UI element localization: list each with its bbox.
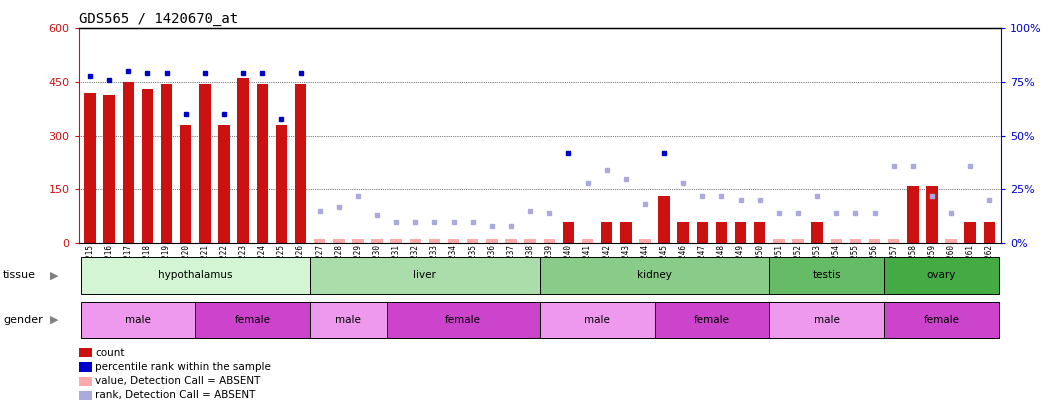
- Bar: [180, 125, 192, 243]
- Text: ovary: ovary: [926, 271, 956, 280]
- Bar: [716, 222, 727, 243]
- Bar: [447, 239, 459, 243]
- Bar: [352, 239, 364, 243]
- Text: male: male: [814, 315, 839, 325]
- Bar: [141, 89, 153, 243]
- Text: male: male: [335, 315, 362, 325]
- Bar: [81, 257, 310, 294]
- Bar: [769, 302, 885, 338]
- Bar: [467, 239, 479, 243]
- Bar: [161, 84, 172, 243]
- Bar: [540, 257, 769, 294]
- Text: kidney: kidney: [637, 271, 672, 280]
- Bar: [620, 222, 632, 243]
- Bar: [831, 239, 842, 243]
- Bar: [310, 257, 540, 294]
- Bar: [563, 222, 574, 243]
- Bar: [908, 186, 918, 243]
- Text: male: male: [125, 315, 151, 325]
- Bar: [79, 377, 91, 386]
- Bar: [123, 82, 134, 243]
- Bar: [869, 239, 880, 243]
- Bar: [984, 222, 996, 243]
- Text: count: count: [95, 348, 125, 358]
- Bar: [735, 222, 746, 243]
- Bar: [238, 79, 248, 243]
- Bar: [410, 239, 421, 243]
- Bar: [769, 257, 885, 294]
- Bar: [81, 302, 195, 338]
- Bar: [964, 222, 976, 243]
- Bar: [79, 348, 91, 357]
- Bar: [582, 239, 593, 243]
- Bar: [333, 239, 345, 243]
- Bar: [888, 239, 899, 243]
- Bar: [601, 222, 612, 243]
- Text: rank, Detection Call = ABSENT: rank, Detection Call = ABSENT: [95, 390, 256, 401]
- Bar: [310, 302, 387, 338]
- Text: liver: liver: [414, 271, 436, 280]
- Text: GDS565 / 1420670_at: GDS565 / 1420670_at: [79, 12, 238, 26]
- Text: female: female: [445, 315, 481, 325]
- Bar: [773, 239, 785, 243]
- Text: female: female: [694, 315, 729, 325]
- Text: ▶: ▶: [50, 271, 59, 280]
- Bar: [195, 302, 310, 338]
- Bar: [79, 391, 91, 400]
- Bar: [639, 239, 651, 243]
- Bar: [294, 84, 306, 243]
- Text: testis: testis: [812, 271, 842, 280]
- Text: tissue: tissue: [3, 271, 36, 280]
- Bar: [885, 302, 999, 338]
- Bar: [314, 239, 326, 243]
- Bar: [104, 94, 115, 243]
- Text: gender: gender: [3, 315, 43, 325]
- Bar: [429, 239, 440, 243]
- Text: female: female: [923, 315, 960, 325]
- Bar: [276, 125, 287, 243]
- Text: value, Detection Call = ABSENT: value, Detection Call = ABSENT: [95, 376, 261, 386]
- Bar: [811, 222, 823, 243]
- Bar: [387, 302, 540, 338]
- Bar: [885, 257, 999, 294]
- Bar: [754, 222, 765, 243]
- Bar: [79, 362, 91, 371]
- Bar: [677, 222, 689, 243]
- Bar: [84, 93, 95, 243]
- Text: percentile rank within the sample: percentile rank within the sample: [95, 362, 271, 372]
- Bar: [257, 84, 268, 243]
- Bar: [658, 196, 670, 243]
- Bar: [945, 239, 957, 243]
- Bar: [391, 239, 402, 243]
- Bar: [697, 222, 708, 243]
- Bar: [486, 239, 498, 243]
- Bar: [540, 302, 655, 338]
- Bar: [371, 239, 383, 243]
- Bar: [505, 239, 517, 243]
- Bar: [926, 186, 938, 243]
- Bar: [218, 125, 230, 243]
- Bar: [792, 239, 804, 243]
- Text: male: male: [584, 315, 610, 325]
- Bar: [199, 84, 211, 243]
- Text: ▶: ▶: [50, 315, 59, 325]
- Bar: [655, 302, 769, 338]
- Bar: [850, 239, 861, 243]
- Text: female: female: [235, 315, 270, 325]
- Bar: [544, 239, 555, 243]
- Text: hypothalamus: hypothalamus: [158, 271, 233, 280]
- Bar: [524, 239, 536, 243]
